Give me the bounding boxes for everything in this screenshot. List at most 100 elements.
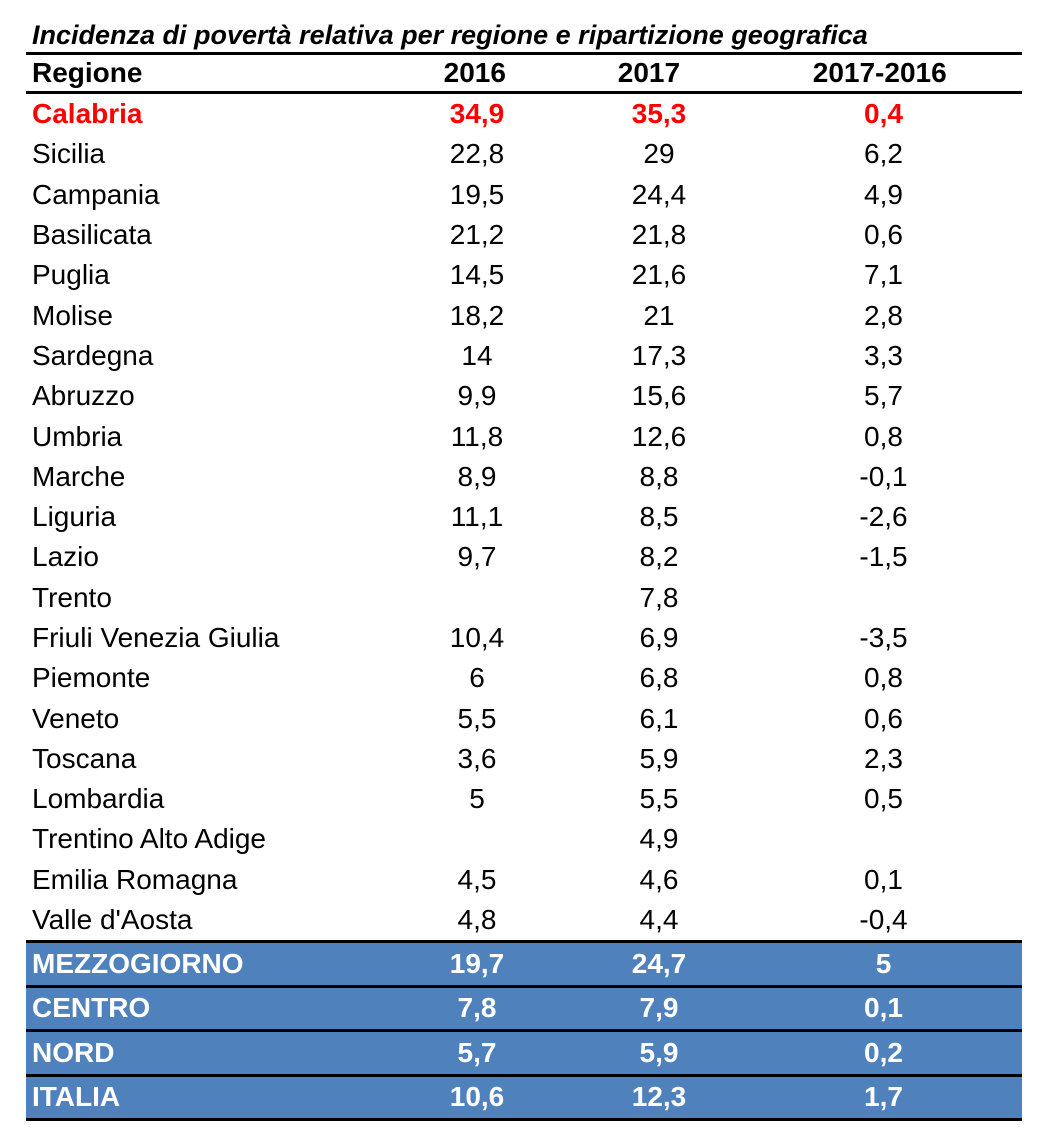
value-2017: 24,7 [631, 947, 687, 979]
value-2017: 12,3 [631, 1081, 687, 1113]
value-2017: 4,4 [639, 904, 679, 936]
value-2017: 15,6 [631, 380, 687, 412]
region-name: Valle d'Aosta [32, 904, 193, 936]
value-2016: 11,1 [450, 501, 504, 533]
value-diff: 0,2 [864, 1036, 903, 1068]
region-name: Piemonte [32, 662, 151, 694]
area-separator [26, 1029, 1022, 1033]
table-row: Umbria 11,8 12,6 0,8 [26, 416, 1022, 456]
value-2016: 7,8 [457, 992, 497, 1024]
region-name: Emilia Romagna [32, 863, 238, 895]
region-name: Liguria [32, 501, 117, 533]
areas-top-rule [26, 940, 1022, 944]
region-name: Friuli Venezia Giulia [32, 622, 280, 653]
value-diff: 0,4 [864, 98, 903, 130]
value-2017: 8,8 [639, 460, 679, 492]
table-row: Lazio 9,7 8,2 -1,5 [26, 537, 1022, 577]
value-diff: 7,1 [864, 259, 903, 291]
value-2016: 14,5 [449, 259, 505, 291]
value-2016: 9,7 [457, 541, 497, 573]
area-row: ITALIA 10,6 12,3 1,7 [26, 1076, 1022, 1119]
region-name: Calabria [32, 98, 143, 130]
value-diff: 0,1 [864, 992, 903, 1024]
value-2017: 6,8 [639, 662, 679, 694]
value-2017: 5,9 [639, 1036, 679, 1068]
header-diff: 2017-2016 [812, 57, 947, 88]
value-diff: 5,7 [864, 380, 903, 412]
value-diff: 5 [875, 947, 892, 979]
value-2016: 10,6 [449, 1081, 505, 1113]
area-row: CENTRO 7,8 7,9 0,1 [26, 987, 1022, 1030]
table-row: Friuli Venezia Giulia 10,4 6,9 -3,5 [26, 618, 1022, 658]
value-2017: 8,5 [639, 501, 679, 533]
region-name: Molise [32, 299, 113, 331]
region-name: Veneto [32, 702, 120, 734]
value-2017: 8,2 [639, 541, 679, 573]
value-2017: 4,9 [639, 823, 679, 855]
value-diff: -3,5 [859, 622, 908, 653]
value-diff: 0,1 [864, 863, 903, 895]
region-name: Sardegna [32, 339, 154, 371]
value-diff: 3,3 [864, 339, 903, 371]
region-name: Basilicata [32, 219, 152, 251]
table-row: Toscana 3,6 5,9 2,3 [26, 739, 1022, 779]
value-2016: 5,5 [457, 702, 497, 734]
region-name: Toscana [32, 742, 137, 774]
value-diff: 0,8 [864, 662, 903, 694]
value-2016: 5 [469, 783, 485, 815]
value-diff: 6,2 [864, 138, 903, 170]
area-name: ITALIA [32, 1081, 121, 1113]
poverty-table: Incidenza di povertà relativa per region… [26, 18, 1022, 1122]
value-2016: 14 [461, 339, 493, 371]
value-2016: 8,9 [457, 460, 497, 492]
table-row: Valle d'Aosta 4,8 4,4 -0,4 [26, 900, 1022, 940]
value-2016: 21,2 [449, 219, 505, 251]
value-diff: 2,8 [864, 299, 903, 331]
region-name: Lazio [32, 541, 99, 573]
value-2016: 19,5 [449, 178, 505, 210]
value-2017: 21 [643, 299, 675, 331]
table-row: Trento 7,8 [26, 578, 1022, 618]
area-name: NORD [32, 1036, 115, 1068]
table-row: Emilia Romagna 4,5 4,6 0,1 [26, 860, 1022, 900]
value-2016: 3,6 [457, 742, 497, 774]
table-row: Campania 19,5 24,4 4,9 [26, 175, 1022, 215]
table-row: Liguria 11,1 8,5 -2,6 [26, 497, 1022, 537]
value-2016: 18,2 [449, 299, 505, 331]
table-row: Abruzzo 9,9 15,6 5,7 [26, 376, 1022, 416]
value-2016: 6 [469, 662, 485, 694]
region-name: Marche [32, 460, 126, 492]
area-name: MEZZOGIORNO [32, 947, 244, 979]
region-name: Abruzzo [32, 380, 135, 412]
value-diff: -1,5 [859, 541, 908, 573]
value-2017: 12,6 [631, 420, 687, 452]
area-separator [26, 984, 1022, 988]
region-name: Trento [32, 581, 112, 613]
region-name: Umbria [32, 420, 123, 452]
area-separator [26, 1073, 1022, 1077]
table-row: Basilicata 21,2 21,8 0,6 [26, 215, 1022, 255]
value-2016: 22,8 [449, 138, 505, 170]
area-row: MEZZOGIORNO 19,7 24,7 5 [26, 943, 1022, 985]
table-row: Sardegna 14 17,3 3,3 [26, 336, 1022, 376]
value-2017: 4,6 [639, 863, 679, 895]
value-2016: 10,4 [449, 622, 505, 653]
value-diff: -0,4 [859, 904, 908, 936]
value-2017: 6,9 [639, 622, 679, 653]
table-row: Lombardia 5 5,5 0,5 [26, 779, 1022, 819]
value-2017: 29 [643, 138, 675, 170]
table-row: Marche 8,9 8,8 -0,1 [26, 457, 1022, 497]
value-2017: 21,8 [631, 219, 687, 251]
value-diff: 0,6 [864, 702, 903, 734]
header-top-rule [26, 52, 1022, 55]
value-2016: 11,8 [450, 420, 504, 452]
header-2017: 2017 [617, 57, 681, 88]
value-diff: -2,6 [859, 501, 908, 533]
area-rows: MEZZOGIORNO 19,7 24,7 5 CENTRO 7,8 7,9 0,1 NORD 5… [26, 943, 1022, 1122]
value-diff: 2,3 [864, 742, 903, 774]
value-2017: 6,1 [639, 702, 679, 734]
header-region: Regione [32, 57, 143, 88]
table-row: Puglia 14,5 21,6 7,1 [26, 255, 1022, 295]
value-2016: 4,8 [457, 904, 497, 936]
value-2017: 7,9 [639, 992, 679, 1024]
